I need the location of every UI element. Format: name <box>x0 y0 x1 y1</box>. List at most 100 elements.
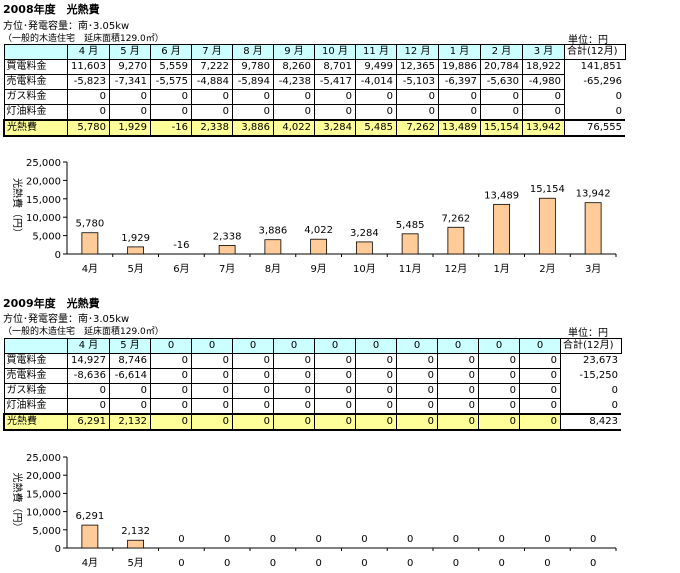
header-blank-cell <box>3 44 68 60</box>
value-cell: 0 <box>314 383 356 399</box>
x-tick-label: 0 <box>224 558 230 569</box>
value-cell: 0 <box>355 353 397 369</box>
value-cell: 0 <box>396 104 439 121</box>
value-cell: 8,746 <box>109 353 151 369</box>
data-label: 1,929 <box>121 233 150 244</box>
value-cell: 0 <box>355 89 397 105</box>
x-tick-label: 7月 <box>219 263 235 275</box>
month-header: 0 <box>355 338 397 354</box>
month-header: 10 月 <box>314 44 356 60</box>
y-tick-label: 15,000 <box>26 489 61 500</box>
data-label: 4,022 <box>304 225 333 236</box>
value-cell: 0 <box>191 383 233 399</box>
value-cell: 7,262 <box>396 119 439 137</box>
value-cell: 0 <box>478 413 520 431</box>
month-header: 2 月 <box>480 44 523 60</box>
value-cell: 0 <box>438 104 481 121</box>
value-cell: 0 <box>437 383 479 399</box>
total-cell: -15,250 <box>560 368 621 384</box>
value-cell: -5,823 <box>67 74 110 90</box>
value-cell: 0 <box>109 398 151 415</box>
value-cell: 0 <box>355 368 397 384</box>
x-tick-label: 3月 <box>585 263 601 275</box>
data-label: 5,780 <box>76 219 105 230</box>
y-tick-label: 10,000 <box>26 213 61 224</box>
total-cell: 0 <box>560 383 621 399</box>
unit-label: 単位：円 <box>568 35 608 46</box>
value-cell: 0 <box>67 398 110 415</box>
data-label: 0 <box>361 534 367 545</box>
x-tick-label: 4月 <box>82 557 98 569</box>
data-label: 0 <box>270 534 276 545</box>
x-tick-label: 0 <box>590 558 596 569</box>
table-row: 売電料金 -8,636 -6,614 0 0 0 0 0 0 0 0 0 0 -15,250 <box>3 368 621 384</box>
value-cell: 0 <box>191 398 233 415</box>
month-header: 6 月 <box>150 44 192 60</box>
value-cell: 0 <box>519 413 561 431</box>
value-cell: 0 <box>314 104 356 121</box>
row-label: 売電料金 <box>3 74 68 90</box>
bar <box>584 202 602 255</box>
value-cell: -5,417 <box>314 74 356 90</box>
value-cell: 0 <box>150 383 192 399</box>
y-tick-label: 25,000 <box>26 453 61 464</box>
value-cell: 5,485 <box>355 119 397 137</box>
value-cell: 20,784 <box>480 59 523 75</box>
x-tick-label: 0 <box>270 558 276 569</box>
data-label: 7,262 <box>442 213 471 224</box>
table-row: 灯油料金 0 0 0 0 0 0 0 0 0 0 0 0 0 <box>3 104 625 121</box>
x-tick-label: 0 <box>498 558 504 569</box>
data-label: 2,338 <box>213 231 242 242</box>
value-cell: 0 <box>150 398 192 415</box>
bar <box>493 203 511 255</box>
value-cell: 0 <box>478 353 520 369</box>
x-tick-label: 1月 <box>493 263 509 275</box>
value-cell: 0 <box>355 104 397 121</box>
value-cell: -5,894 <box>232 74 274 90</box>
value-cell: 11,603 <box>67 59 110 75</box>
month-header: 0 <box>314 338 356 354</box>
row-label: 灯油料金 <box>3 104 68 121</box>
value-cell: 9,270 <box>109 59 151 75</box>
bar <box>218 244 236 255</box>
value-cell: 0 <box>522 89 565 105</box>
month-header: 0 <box>478 338 520 354</box>
value-cell: 13,942 <box>522 119 565 137</box>
value-cell: 0 <box>437 353 479 369</box>
data-label: 0 <box>407 534 413 545</box>
value-cell: 0 <box>191 104 233 121</box>
value-cell: 0 <box>232 383 274 399</box>
total-cell: 0 <box>564 104 625 120</box>
table-row: 買電料金 11,603 9,270 5,559 7,222 9,780 8,260 8,701… <box>3 59 625 75</box>
value-cell: 0 <box>478 398 520 415</box>
x-tick-label: 0 <box>407 558 413 569</box>
month-header: 4 月 <box>67 338 110 354</box>
value-cell: 19,886 <box>438 59 481 75</box>
x-tick-label: 4月 <box>82 263 98 275</box>
total-cell: 76,555 <box>564 119 625 137</box>
x-tick-label: 0 <box>453 558 459 569</box>
row-label: 光熱費 <box>3 413 68 431</box>
value-cell: 0 <box>480 89 523 105</box>
value-cell: 0 <box>67 104 110 121</box>
header-blank-cell <box>3 338 68 354</box>
x-tick-label: 2月 <box>539 263 555 275</box>
month-header: 0 <box>150 338 192 354</box>
value-cell: 0 <box>67 383 110 399</box>
bar <box>127 246 145 255</box>
value-cell: -6,397 <box>438 74 481 90</box>
value-cell: 0 <box>273 383 315 399</box>
data-label: 0 <box>590 534 596 545</box>
data-label: 0 <box>178 534 184 545</box>
x-tick-label: 5月 <box>127 263 143 275</box>
row-label: 売電料金 <box>3 368 68 384</box>
total-cell: 141,851 <box>564 59 625 75</box>
month-header: 0 <box>232 338 274 354</box>
data-label: 0 <box>224 534 230 545</box>
table-row: 買電料金 14,927 8,746 0 0 0 0 0 0 0 0 0 0 23,673 <box>3 353 621 369</box>
value-cell: 0 <box>150 89 192 105</box>
value-cell: 0 <box>396 398 438 415</box>
data-label: 3,284 <box>350 228 379 239</box>
